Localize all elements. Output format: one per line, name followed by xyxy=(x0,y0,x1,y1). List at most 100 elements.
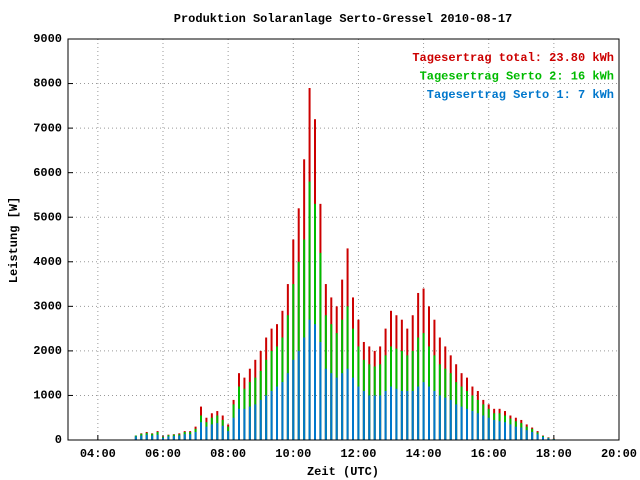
bar xyxy=(362,390,365,440)
x-axis-label: Zeit (UTC) xyxy=(307,465,379,479)
bar xyxy=(514,426,517,440)
bar xyxy=(183,434,186,440)
chart-title: Produktion Solaranlage Serto-Gressel 201… xyxy=(174,12,512,26)
y-axis-label: Leistung [W] xyxy=(7,197,21,283)
y-tick-label: 8000 xyxy=(33,77,62,91)
bar xyxy=(411,390,414,440)
bar xyxy=(281,382,284,440)
bar xyxy=(172,435,175,440)
bar xyxy=(167,436,170,440)
bar xyxy=(162,437,164,440)
bar xyxy=(395,388,398,440)
x-tick-label: 12:00 xyxy=(340,447,376,461)
bar xyxy=(341,373,344,440)
bar xyxy=(455,404,458,440)
x-tick-label: 08:00 xyxy=(210,447,246,461)
bar xyxy=(422,382,425,440)
bar xyxy=(221,425,224,440)
bar xyxy=(509,424,512,440)
bar xyxy=(352,377,354,440)
bar xyxy=(460,406,463,440)
bar xyxy=(308,319,311,440)
bar xyxy=(373,395,376,440)
y-tick-label: 3000 xyxy=(33,300,62,314)
legend-entry: Tagesertrag total: 23.80 kWh xyxy=(412,51,614,65)
bar xyxy=(297,350,300,440)
bar xyxy=(487,417,490,440)
bar xyxy=(346,368,349,440)
bar xyxy=(178,435,181,440)
bar xyxy=(286,373,289,440)
y-tick-label: 9000 xyxy=(33,32,62,46)
x-tick-label: 06:00 xyxy=(145,447,181,461)
bar xyxy=(482,415,485,440)
bar xyxy=(324,368,327,440)
x-tick-label: 18:00 xyxy=(536,447,572,461)
bar xyxy=(156,434,159,440)
y-tick-label: 1000 xyxy=(33,389,62,403)
y-tick-label: 6000 xyxy=(33,166,62,180)
bar xyxy=(292,359,295,440)
y-tick-label: 4000 xyxy=(33,255,62,269)
bar xyxy=(248,406,251,440)
bar xyxy=(216,423,219,440)
bar xyxy=(308,181,311,441)
bar xyxy=(542,436,544,440)
bar xyxy=(536,434,539,440)
y-tick-label: 0 xyxy=(55,433,62,447)
bar xyxy=(368,395,371,440)
bar xyxy=(471,411,474,440)
bar xyxy=(303,337,306,440)
bar xyxy=(379,395,382,440)
bar xyxy=(335,377,338,440)
bar xyxy=(330,373,333,440)
bar xyxy=(417,386,420,440)
bar xyxy=(319,341,322,440)
bar xyxy=(384,390,387,440)
bar xyxy=(449,399,452,440)
bar xyxy=(243,408,246,440)
y-tick-label: 5000 xyxy=(33,210,62,224)
x-tick-label: 10:00 xyxy=(275,447,311,461)
bar xyxy=(531,431,534,440)
bar xyxy=(400,390,403,440)
y-tick-label: 2000 xyxy=(33,344,62,358)
bar xyxy=(547,438,550,440)
bar xyxy=(476,413,479,440)
bar xyxy=(498,421,501,440)
bar xyxy=(200,422,202,440)
x-tick-label: 20:00 xyxy=(601,447,637,461)
bar xyxy=(433,390,436,440)
bar xyxy=(438,395,441,440)
legend-entry: Tagesertrag Serto 1: 7 kWh xyxy=(427,88,614,102)
bar xyxy=(227,431,230,440)
bar xyxy=(444,397,447,440)
bar xyxy=(406,390,409,440)
bar xyxy=(504,422,506,440)
plot-frame xyxy=(67,38,620,441)
bar xyxy=(390,386,392,440)
bar xyxy=(270,390,273,440)
bar xyxy=(151,435,154,440)
bar xyxy=(314,203,316,440)
bar xyxy=(134,436,137,440)
x-tick-label: 14:00 xyxy=(406,447,442,461)
bar xyxy=(194,431,197,440)
bar xyxy=(238,408,240,440)
bar xyxy=(276,386,278,440)
bar xyxy=(189,434,192,440)
bar xyxy=(493,419,496,440)
y-tick-label: 7000 xyxy=(33,121,62,135)
bar xyxy=(145,434,148,440)
bar xyxy=(357,386,360,440)
legend-entry: Tagesertrag Serto 2: 16 kWh xyxy=(420,70,614,84)
bar xyxy=(205,426,208,440)
bar xyxy=(210,424,213,440)
bar xyxy=(140,435,143,440)
bar xyxy=(428,386,430,440)
bar xyxy=(520,427,523,440)
bar xyxy=(259,399,262,440)
bar xyxy=(254,404,257,440)
bar xyxy=(314,324,316,440)
